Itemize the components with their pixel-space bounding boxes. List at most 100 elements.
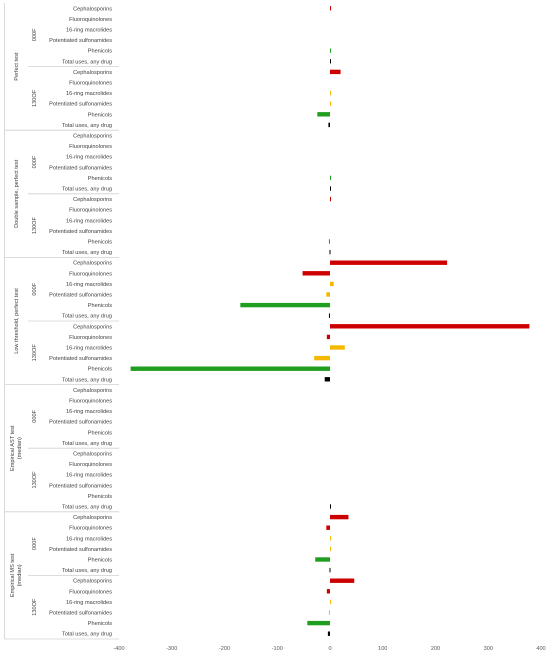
bar <box>330 175 331 181</box>
bar <box>330 324 530 329</box>
category-label: Fluoroquinolones <box>69 399 112 405</box>
divider-lines <box>4 3 119 640</box>
category-label: Potentiated sulfonamides <box>49 38 112 44</box>
category-label: Fluoroquinolones <box>69 17 112 23</box>
category-label: Total uses, any drug <box>62 250 112 256</box>
category-label: 16-ring macrolides <box>66 28 112 34</box>
category-label: Potentiated sulfonamides <box>49 483 112 489</box>
category-label: 16-ring macrolides <box>66 536 112 542</box>
bar <box>317 112 330 117</box>
category-label: 16-ring macrolides <box>66 155 112 161</box>
bar <box>329 567 331 573</box>
category-label: Potentiated sulfonamides <box>49 420 112 426</box>
category-label: Cephalosporins <box>73 6 112 12</box>
category-label: Fluoroquinolones <box>69 81 112 87</box>
x-axis-ticks: -400 -300 -200 -100 0 100 200 300 400 <box>113 646 545 652</box>
category-label: Fluoroquinolones <box>69 335 112 341</box>
bar <box>330 281 334 287</box>
x-tick-label: -200 <box>219 646 230 652</box>
bar <box>330 514 349 520</box>
subgroup-label: 000F <box>32 28 38 41</box>
bar <box>326 589 330 594</box>
category-label: Fluoroquinolones <box>69 271 112 277</box>
bar <box>130 366 330 371</box>
category-label: 16-ring macrolides <box>66 282 112 288</box>
bar <box>329 249 331 255</box>
bar <box>330 546 331 552</box>
scenario-label: Perfect test <box>14 52 20 81</box>
subgroup-label: 130OF <box>32 471 38 489</box>
subgroup-label: 000F <box>32 409 38 422</box>
bar <box>330 59 331 64</box>
bar <box>330 90 331 96</box>
category-label: Cephalosporins <box>73 70 112 76</box>
category-label: Cephalosporins <box>73 388 112 394</box>
bar <box>302 271 330 276</box>
category-label: Phenicols <box>88 621 112 627</box>
bar <box>324 377 330 382</box>
x-tick-label: 200 <box>431 646 440 652</box>
x-tick-label: 300 <box>484 646 493 652</box>
category-label: Fluoroquinolones <box>69 144 112 150</box>
category-label: Total uses, any drug <box>62 187 112 193</box>
category-label: 16-ring macrolides <box>66 91 112 97</box>
category-label: Total uses, any drug <box>62 377 112 383</box>
category-label: Phenicols <box>88 494 112 500</box>
category-label: Fluoroquinolones <box>69 589 112 595</box>
category-label: Phenicols <box>88 176 112 182</box>
category-label: Phenicols <box>88 367 112 373</box>
x-tick-label: 400 <box>536 646 545 652</box>
scenario-label: Empirical AST test <box>10 425 16 471</box>
subgroup-label: 000F <box>32 155 38 168</box>
category-label: Cephalosporins <box>73 261 112 267</box>
category-label: Total uses, any drug <box>62 632 112 638</box>
category-label: Cephalosporins <box>73 324 112 330</box>
subgroup-label: 000F <box>32 537 38 550</box>
category-labels: Cephalosporins Fluoroquinolones 16-ring ma… <box>49 6 112 637</box>
bar <box>330 599 332 605</box>
category-label: Total uses, any drug <box>62 568 112 574</box>
bar <box>327 631 330 636</box>
scenario-label: Low threshold, perfect test <box>14 288 20 354</box>
category-label: 16-ring macrolides <box>66 473 112 479</box>
bar <box>330 69 341 75</box>
scenario-label-line2: (median) <box>17 437 23 459</box>
category-label: Phenicols <box>88 430 112 436</box>
bar <box>330 504 331 509</box>
subgroup-label: 130OF <box>32 598 38 616</box>
category-label: 16-ring macrolides <box>66 600 112 606</box>
category-label: Fluoroquinolones <box>69 526 112 532</box>
bar <box>330 536 332 541</box>
category-label: Phenicols <box>88 303 112 309</box>
category-label: Potentiated sulfonamides <box>49 102 112 108</box>
category-label: Fluoroquinolones <box>69 462 112 468</box>
x-tick-label: -400 <box>113 646 124 652</box>
bar <box>307 620 330 626</box>
subgroup-label: 130OF <box>32 344 38 362</box>
category-label: Potentiated sulfonamides <box>49 229 112 235</box>
category-label: Potentiated sulfonamides <box>49 547 112 553</box>
category-label: 16-ring macrolides <box>66 346 112 352</box>
bar <box>330 578 355 583</box>
bar <box>330 260 448 265</box>
category-label: 16-ring macrolides <box>66 218 112 224</box>
scenario-label: Empirical MS test <box>10 553 16 597</box>
category-label: Phenicols <box>88 558 112 564</box>
category-label: Phenicols <box>88 49 112 55</box>
category-label: Cephalosporins <box>73 197 112 203</box>
subgroup-label: 130OF <box>32 89 38 107</box>
category-label: Cephalosporins <box>73 579 112 585</box>
bar <box>330 196 331 202</box>
category-label: Potentiated sulfonamides <box>49 356 112 362</box>
bar <box>328 610 330 615</box>
bar <box>315 557 330 562</box>
bar <box>330 345 345 350</box>
category-label: Potentiated sulfonamides <box>49 611 112 617</box>
bar <box>330 186 331 191</box>
category-label: 16-ring macrolides <box>66 409 112 415</box>
bar <box>326 292 330 297</box>
category-label: Potentiated sulfonamides <box>49 293 112 299</box>
bar <box>326 334 330 340</box>
category-label: Total uses, any drug <box>62 123 112 129</box>
bar <box>314 355 330 361</box>
